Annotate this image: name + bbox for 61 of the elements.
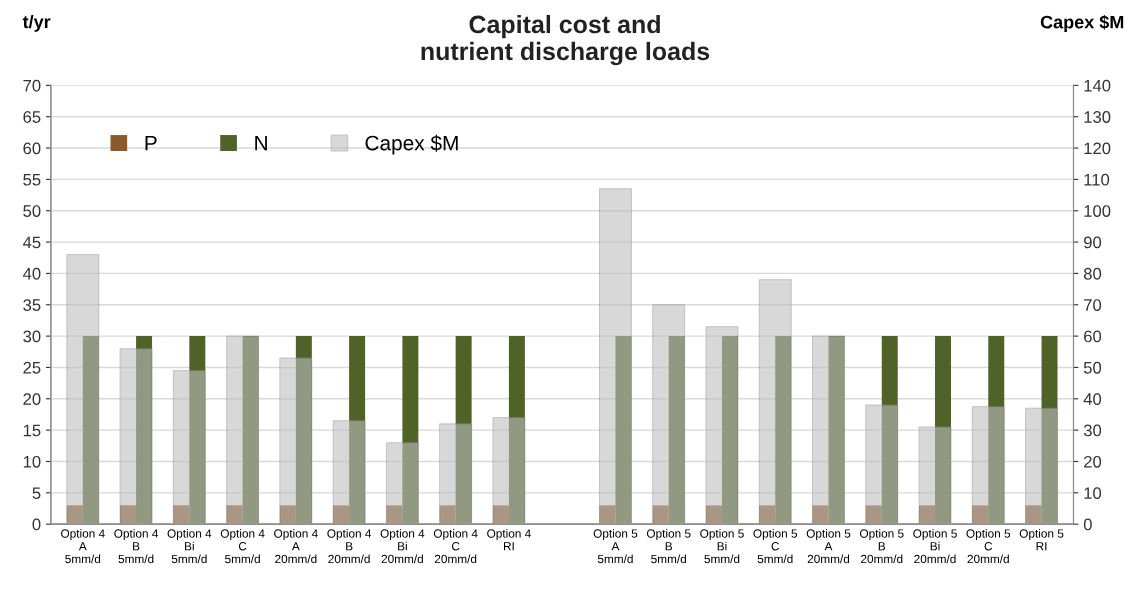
y2-tick-label: 80 — [1083, 267, 1102, 280]
bar — [66, 254, 100, 525]
y-tick-label: 55 — [23, 173, 41, 186]
y2-tick-label: 40 — [1083, 393, 1102, 405]
chart-title: Capital cost and nutrient discharge loads — [421, 14, 710, 66]
y-tick-label: 50 — [23, 205, 41, 217]
x-tick-label: Option 5 Bi 20mm/d — [913, 529, 957, 564]
x-tick-label: Option 5 A 20mm/d — [806, 529, 851, 564]
y2-tick-label: 50 — [1083, 361, 1102, 374]
y2-tick-label: 110 — [1084, 173, 1110, 186]
bar — [652, 304, 686, 525]
x-tick-label: Option 5 B 5mm/d — [646, 529, 691, 564]
y2-tick-label: 0 — [1083, 518, 1092, 531]
x-tick-label: Option 4 A 5mm/d — [61, 529, 105, 564]
y-tick-label: 70 — [23, 79, 41, 92]
legend-label: N — [255, 135, 267, 151]
y-tick-label: 10 — [23, 455, 41, 468]
y2-tick-label: 130 — [1084, 111, 1111, 123]
y2-tick-label: 90 — [1084, 236, 1102, 249]
y2-tick-label: 10 — [1084, 487, 1102, 500]
y2-tick-label: 120 — [1084, 142, 1111, 155]
bar — [226, 335, 259, 525]
bar — [599, 188, 632, 525]
x-tick-label: Option 4 Bi 20mm/d — [380, 529, 425, 564]
x-tick-label: Option 5 A 5mm/d — [593, 529, 638, 564]
x-tick-label: Option 5 Bi 5mm/d — [700, 529, 744, 564]
y-tick-label: 15 — [23, 424, 41, 437]
x-tick-label: Option 5 RI — [1019, 529, 1064, 551]
y2-tick-label: 140 — [1084, 79, 1111, 92]
x-tick-label: Option 5 C 5mm/d — [753, 529, 798, 564]
y-tick-label: 60 — [23, 142, 41, 155]
x-tick-label: Option 4 B 20mm/d — [327, 529, 372, 564]
x-tick-label: Option 4 A 20mm/d — [274, 529, 318, 564]
y-tick-label: 20 — [23, 393, 41, 405]
y-tick-label: 25 — [23, 361, 41, 374]
y-tick-label: 40 — [22, 267, 41, 280]
legend-label: Capex $M — [365, 134, 458, 155]
x-tick-label: Option 4 C 5mm/d — [220, 529, 265, 564]
x-tick-label: Option 4 Bi 5mm/d — [167, 529, 212, 564]
x-tick-label: Option 4 RI — [487, 529, 531, 551]
y-tick-label: 0 — [32, 518, 41, 531]
y-axis-title: t/yr — [22, 14, 51, 32]
y2-axis-title: Capex $M — [1040, 14, 1124, 33]
y2-tick-label: 20 — [1084, 455, 1102, 468]
bar — [705, 326, 739, 525]
y-tick-label: 5 — [32, 487, 41, 500]
y2-tick-label: 60 — [1084, 330, 1102, 343]
x-tick-label: Option 4 C 20mm/d — [433, 529, 478, 564]
x-tick-label: Option 5 C 20mm/d — [966, 529, 1011, 564]
y2-tick-label: 30 — [1083, 424, 1102, 437]
bar — [758, 279, 792, 525]
y-tick-label: 35 — [23, 299, 41, 311]
x-tick-label: Option 4 B 5mm/d — [114, 529, 159, 564]
y-tick-label: 30 — [23, 330, 41, 343]
x-tick-label: Option 5 B 20mm/d — [860, 529, 904, 564]
y2-tick-label: 70 — [1084, 299, 1102, 311]
y-tick-label: 65 — [23, 111, 41, 123]
y2-tick-label: 100 — [1084, 205, 1111, 217]
bar — [812, 335, 845, 525]
legend-label: P — [145, 135, 157, 151]
y-tick-label: 45 — [22, 236, 41, 249]
